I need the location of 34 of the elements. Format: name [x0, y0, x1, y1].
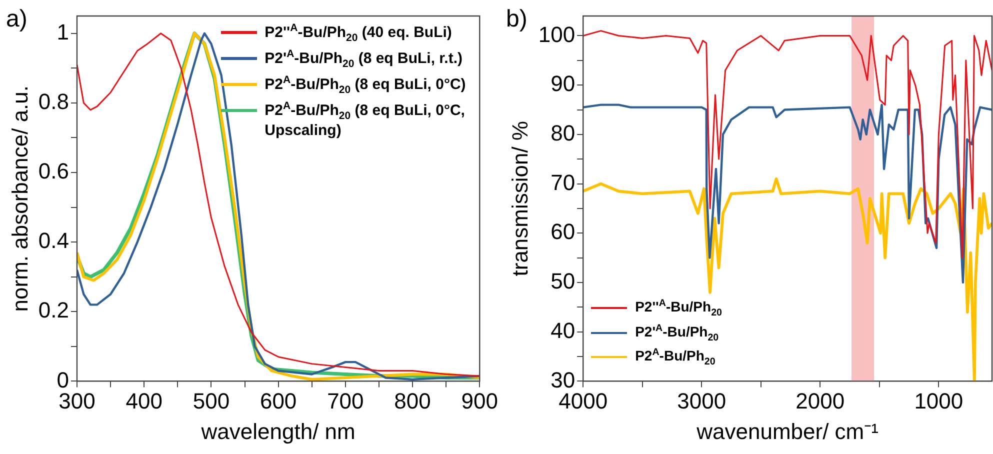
x-tick-label: 3000: [677, 388, 726, 414]
y-tick-label: 0.8: [38, 89, 69, 114]
x-axis-title: wavelength/ nm: [200, 418, 356, 444]
x-tick-label: 500: [192, 388, 230, 414]
legend-label: P2$^{A}$-Bu/Ph$_{20}$ (8 eq BuLi, 0°C, Upscaling): [264, 100, 466, 139]
y-tick-label: 60: [550, 219, 576, 244]
legend-label: P2''$^{A}$-Bu/Ph$_{20}$: [635, 298, 722, 319]
y-tick-label: 90: [550, 71, 576, 96]
y-tick-label: 80: [550, 120, 576, 146]
y-tick-label: 0.2: [38, 298, 69, 323]
x-tick-label: 1000: [914, 388, 964, 414]
y-tick-label: 0.6: [38, 158, 69, 184]
chart-title: b): [506, 6, 528, 33]
legend-label: P2''$^{A}$-Bu/Ph$_{20}$ (40 eq. BuLi): [264, 22, 452, 44]
y-tick-label: 50: [550, 268, 576, 294]
y-axis-title: norm. absorbance/ a.u.: [7, 85, 32, 312]
y-tick-label: 0.4: [38, 228, 69, 254]
legend-label: P2'$^{A}$-Bu/Ph$_{20}$ (8 eq BuLi, r.t.): [264, 48, 463, 70]
legend-label: P2'$^{A}$-Bu/Ph$_{20}$: [635, 322, 719, 344]
x-tick-label: 900: [461, 388, 498, 414]
legend-label: P2$^{A}$-Bu/Ph$_{20}$ (8 eq BuLi, 0°C): [264, 74, 466, 96]
y-tick-label: 70: [550, 170, 576, 195]
y-axis-title: transmission/ %: [507, 120, 532, 276]
legend-label: P2$^{A}$-Bu/Ph$_{20}$: [635, 347, 716, 368]
y-tick-label: 1: [56, 19, 69, 44]
x-tick-label: 700: [327, 388, 364, 414]
y-tick-label: 40: [550, 318, 576, 343]
x-tick-label: 2000: [796, 388, 845, 414]
x-tick-label: 600: [260, 388, 297, 414]
chart-title: a): [6, 6, 28, 33]
x-axis-title: wavenumber/ cm⁻¹: [696, 418, 878, 444]
y-tick-label: 100: [538, 22, 576, 47]
x-tick-label: 400: [126, 388, 162, 414]
x-tick-label: 800: [394, 388, 431, 414]
